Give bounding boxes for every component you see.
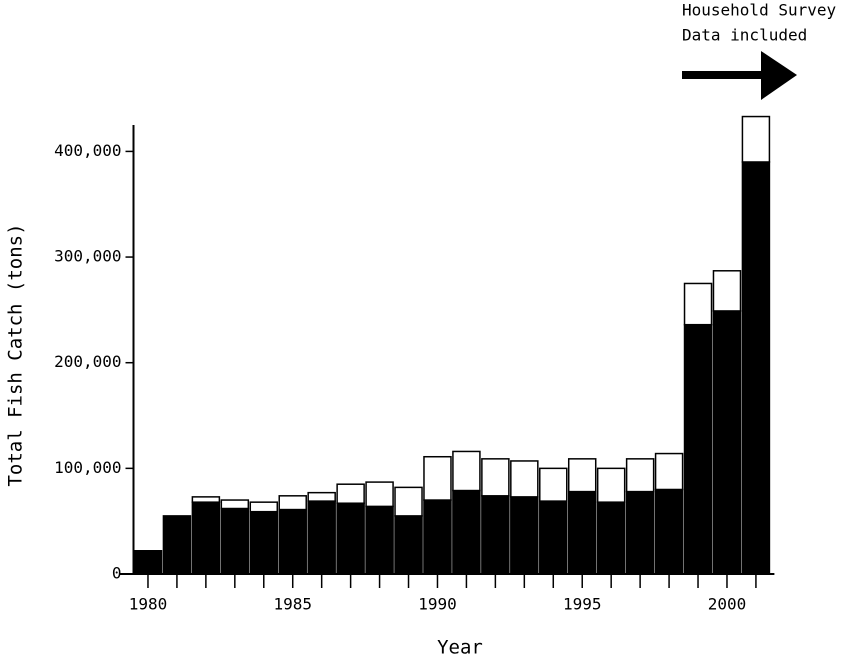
- bar-segment: [336, 502, 365, 575]
- y-tick-label: 200,000: [54, 352, 121, 371]
- bar-segment: [278, 508, 307, 575]
- bar-segment: [191, 496, 221, 503]
- bar-segment: [567, 490, 597, 575]
- bar-segment: [394, 515, 423, 575]
- bar-segment: [712, 270, 742, 312]
- bar-segment: [683, 323, 713, 575]
- bar-segment: [307, 491, 336, 502]
- bar-segment: [596, 501, 626, 575]
- bar-segment: [625, 458, 655, 493]
- x-tick-label: 1980: [129, 595, 168, 614]
- bar-segment: [452, 489, 481, 575]
- x-tick-label: 1985: [273, 595, 312, 614]
- bar-segment: [191, 501, 221, 575]
- y-tick-label: 300,000: [54, 247, 121, 266]
- bar-segment: [712, 310, 742, 575]
- bar-segment: [654, 452, 684, 491]
- bar-segment: [162, 515, 192, 575]
- bar-segment: [394, 486, 423, 517]
- bar-segment: [539, 467, 568, 502]
- bar-segment: [249, 510, 279, 575]
- x-tick-label: 2000: [708, 595, 747, 614]
- arrow-shaft: [682, 71, 764, 79]
- bar-segment: [741, 115, 771, 163]
- annotation-line: Data included: [682, 26, 807, 45]
- bar-segment: [220, 499, 250, 510]
- bar-segment: [481, 495, 510, 575]
- bar-segment: [365, 481, 394, 508]
- bar-segment: [220, 507, 250, 575]
- y-tick-label: 100,000: [54, 458, 121, 477]
- x-axis-label: Year: [437, 637, 483, 659]
- bar-segment: [365, 505, 394, 575]
- bar-segment: [423, 499, 452, 575]
- bar-segment: [481, 458, 510, 497]
- bar-segment: [596, 467, 626, 503]
- bar-segment: [567, 458, 597, 493]
- bar-segment: [625, 490, 655, 575]
- bar-segment: [307, 500, 336, 575]
- x-tick-label: 1990: [418, 595, 457, 614]
- y-tick-label: 400,000: [54, 141, 121, 160]
- bar-segment: [539, 500, 568, 575]
- bar-segment: [510, 496, 539, 575]
- bar-segment: [133, 550, 163, 575]
- annotation-line: Household Survey: [682, 1, 836, 20]
- bar-segment: [278, 495, 307, 511]
- x-tick-label: 1995: [563, 595, 602, 614]
- bar-segment: [336, 483, 365, 504]
- y-axis-label: Total Fish Catch (tons): [5, 223, 27, 486]
- bar-segment: [452, 450, 481, 492]
- y-tick-label: 0: [112, 564, 122, 583]
- bar-segment: [249, 501, 279, 513]
- bar-segment: [423, 455, 452, 501]
- bar-segment: [741, 161, 771, 575]
- bar-segment: [683, 282, 713, 326]
- arrow-head: [761, 51, 797, 100]
- bar-segment: [510, 460, 539, 498]
- bar-segment: [654, 488, 684, 575]
